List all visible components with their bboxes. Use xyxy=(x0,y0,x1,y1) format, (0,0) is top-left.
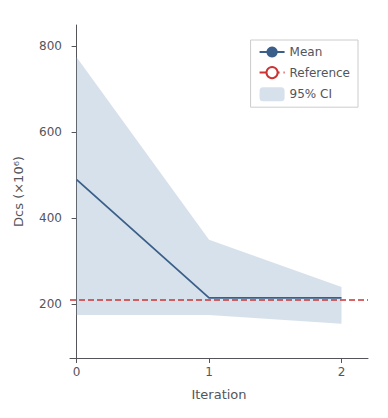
svg-text:95% CI: 95% CI xyxy=(290,87,332,101)
svg-text:Dcs (×10⁶): Dcs (×10⁶) xyxy=(11,156,26,227)
svg-text:200: 200 xyxy=(39,297,62,311)
svg-text:800: 800 xyxy=(39,39,62,53)
svg-text:Iteration: Iteration xyxy=(191,387,246,402)
svg-text:Reference: Reference xyxy=(290,66,350,80)
svg-text:600: 600 xyxy=(39,125,62,139)
svg-text:2: 2 xyxy=(338,365,346,379)
svg-text:1: 1 xyxy=(205,365,213,379)
svg-text:Mean: Mean xyxy=(290,45,323,59)
svg-text:0: 0 xyxy=(73,365,81,379)
svg-text:400: 400 xyxy=(39,211,62,225)
